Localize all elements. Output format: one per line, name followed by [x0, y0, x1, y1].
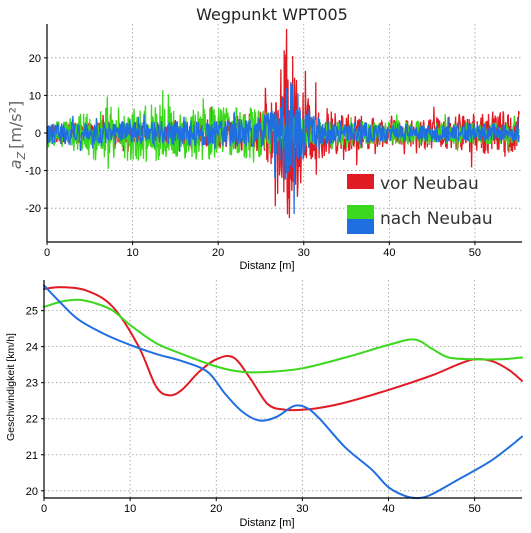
- accel-x-tick-label: 20: [212, 247, 224, 259]
- accel-x-tick-label: 50: [469, 247, 481, 259]
- accel-y-tick-label: -20: [25, 203, 41, 215]
- accel-y-symbol: a: [6, 159, 25, 169]
- accel-x-tick-label: 0: [44, 247, 50, 259]
- accel-axes: [44, 24, 522, 245]
- accel-y-axis-label: aZ [m/s²]: [6, 101, 28, 170]
- speed-x-tick-label: 0: [41, 503, 47, 515]
- legend-swatch-vor-neubau: [347, 174, 374, 189]
- speed-x-tick-label: 40: [382, 503, 394, 515]
- accel-y-tick-label: 20: [29, 53, 41, 65]
- accel-series: [46, 28, 520, 219]
- speed-x-tick-label: 50: [469, 503, 481, 515]
- speed-y-tick-label: 23: [26, 378, 38, 390]
- speed-tick-labels: 0 10 20 30 40 50 20 21 22 23 24 25: [26, 306, 481, 515]
- accel-y-tick-label: 0: [35, 128, 41, 140]
- legend-label-vor-neubau: vor Neubau: [380, 174, 479, 194]
- speed-x-tick-label: 20: [210, 503, 222, 515]
- legend-label-nach-neubau: nach Neubau: [380, 209, 493, 229]
- accel-series-line-blue: [46, 81, 520, 215]
- speed-series-line-blue: [43, 284, 523, 500]
- speed-axes: [41, 280, 522, 501]
- accel-y-subscript: Z: [15, 151, 28, 160]
- speed-series: [43, 284, 523, 500]
- speed-y-tick-label: 21: [26, 450, 38, 462]
- accel-x-tick-label: 30: [298, 247, 310, 259]
- legend: vor Neubau nach Neubau: [347, 174, 493, 234]
- accel-y-tick-label: 10: [29, 90, 41, 102]
- speed-y-tick-label: 24: [26, 342, 38, 354]
- speed-x-tick-label: 10: [124, 503, 136, 515]
- accel-x-tick-label: 10: [126, 247, 138, 259]
- speed-chart: 0 10 20 30 40 50 20 21 22 23 24 25 Distanz [m] Gesc…: [5, 280, 523, 529]
- speed-series-line-nach-neubau: [43, 298, 523, 374]
- speed-series-line-vor-neubau: [43, 286, 523, 412]
- accel-x-axis-label: Distanz [m]: [239, 260, 294, 272]
- legend-swatch-nach-neubau: [347, 205, 374, 219]
- speed-x-axis-label: Distanz [m]: [239, 517, 294, 529]
- accel-y-tick-label: -10: [25, 166, 41, 178]
- legend-swatch-blue: [347, 219, 374, 234]
- speed-y-tick-label: 20: [26, 486, 38, 498]
- chart-title: Wegpunkt WPT005: [196, 5, 348, 24]
- speed-y-tick-label: 22: [26, 414, 38, 426]
- speed-y-tick-label: 25: [26, 306, 38, 318]
- accel-chart: Wegpunkt WPT005 0 10 20 30 40 50 -20 -10 0 10 20 D…: [6, 5, 522, 272]
- accel-y-unit: [m/s²]: [6, 101, 25, 149]
- accel-x-tick-label: 40: [383, 247, 395, 259]
- svg-text:aZ[m/s²]: aZ [m/s²]: [6, 101, 28, 170]
- speed-y-axis-label: Geschwindigkeit [km/h]: [5, 333, 17, 441]
- accel-tick-labels: 0 10 20 30 40 50 -20 -10 0 10 20: [25, 53, 481, 259]
- speed-x-tick-label: 30: [296, 503, 308, 515]
